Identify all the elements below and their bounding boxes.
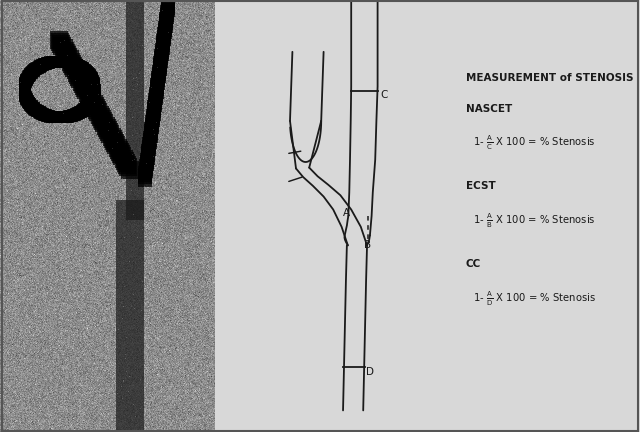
Text: A: A xyxy=(343,207,350,218)
Text: CC: CC xyxy=(465,259,481,269)
Text: C: C xyxy=(380,90,387,100)
Text: B: B xyxy=(364,240,372,251)
Text: NASCET: NASCET xyxy=(465,104,512,114)
Text: 1- $\mathregular{\frac{A}{B}}$ X 100 = % Stenosis: 1- $\mathregular{\frac{A}{B}}$ X 100 = %… xyxy=(473,212,595,230)
Text: 1- $\mathregular{\frac{A}{C}}$ X 100 = % Stenosis: 1- $\mathregular{\frac{A}{C}}$ X 100 = %… xyxy=(473,134,596,152)
Text: D: D xyxy=(366,366,374,377)
Text: ECST: ECST xyxy=(465,181,495,191)
Text: MEASUREMENT of STENOSIS: MEASUREMENT of STENOSIS xyxy=(465,73,633,83)
Text: 1- $\mathregular{\frac{A}{D}}$ X 100 = % Stenosis: 1- $\mathregular{\frac{A}{D}}$ X 100 = %… xyxy=(473,289,596,308)
